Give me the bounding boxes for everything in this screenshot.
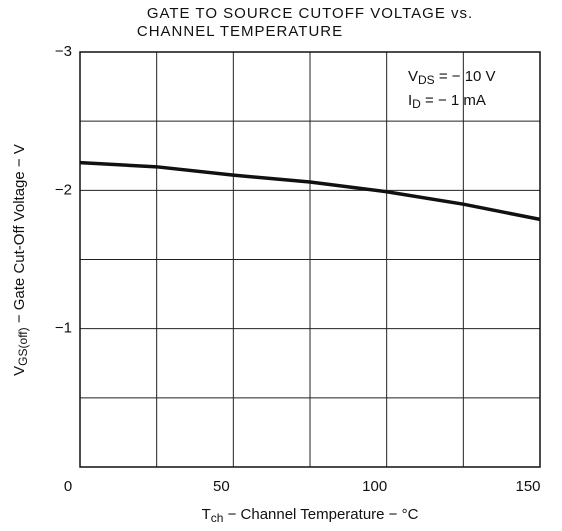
annotation-part: D [412,97,421,111]
annotation-part: I [408,92,412,109]
plot-frame [79,51,541,468]
y-axis-label-part: GS(off) [16,327,30,365]
chart-title: GATE TO SOURCE CUTOFF VOLTAGE vs. [147,5,473,22]
annotation-part: = − 10 V [435,68,496,85]
annotation: VDS = − 10 V [408,68,496,87]
y-axis-label-part: V [11,366,28,376]
annotation: ID = − 1 mA [408,92,486,111]
annotation-part: DS [418,73,435,87]
annotation-part: = − 1 mA [421,92,486,109]
y-axis-label-part: − Gate Cut-Off Voltage − V [11,144,28,327]
y-tick-label: −1 [55,320,72,337]
y-tick-label: −3 [55,43,72,60]
data-line [79,160,541,222]
chart-title: CHANNEL TEMPERATURE [137,23,343,40]
x-tick-label: 50 [213,478,230,495]
x-tick-label: 0 [64,478,72,495]
x-axis-label-part: ch [211,511,224,525]
x-axis-label-part: T [202,506,211,523]
annotation-part: V [408,68,418,85]
x-tick-label: 150 [515,478,540,495]
y-axis-label: VGS(off) − Gate Cut-Off Voltage − V [11,144,30,376]
y-tick-label: −2 [55,181,72,198]
x-axis-label-part: − Channel Temperature − °C [223,506,418,523]
x-axis-label: Tch − Channel Temperature − °C [202,506,419,525]
x-tick-label: 100 [362,478,387,495]
